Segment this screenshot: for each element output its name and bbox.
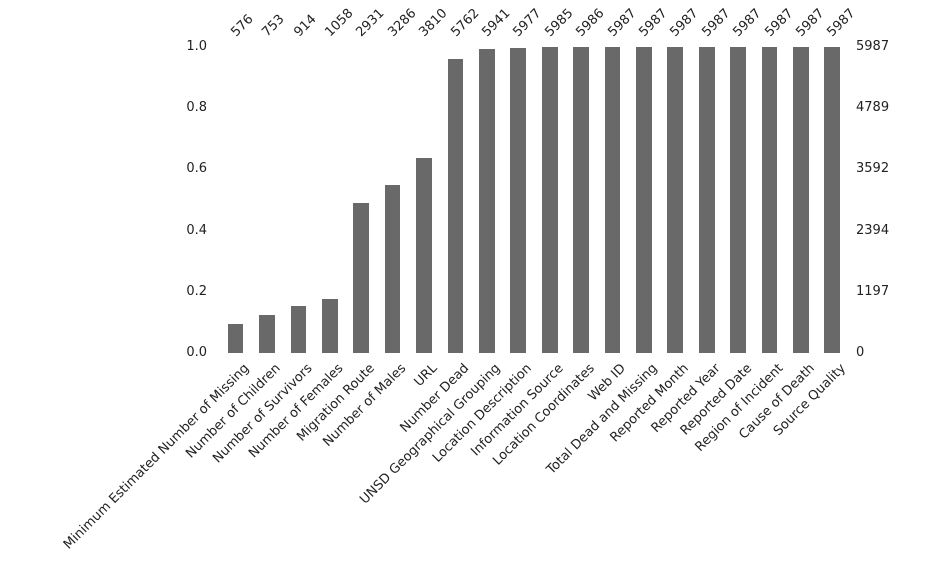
top-count-label: 1058 (322, 5, 357, 40)
bar-unsd-geographical-grouping (479, 49, 495, 353)
y-right-tick-label: 0 (856, 345, 865, 360)
y-left-tick-label: 1.0 (186, 39, 207, 54)
bar-source-quality (824, 47, 841, 353)
bar-number-of-males (384, 185, 401, 353)
y-right-tick-label: 4789 (856, 100, 890, 116)
bar-cause-of-death (793, 47, 809, 353)
top-count-label: 5986 (573, 5, 608, 40)
bar-migration-route (353, 203, 370, 353)
top-count-label: 5987 (667, 5, 702, 40)
top-count-label: 5987 (730, 5, 765, 40)
y-left-tick-label: 0.0 (186, 345, 207, 360)
bar-region-of-incident (761, 47, 778, 353)
bar-web-id (604, 47, 621, 353)
top-count-label: 5941 (479, 5, 514, 40)
top-count-label: 5987 (824, 5, 859, 40)
y-left-tick-label: 0.8 (186, 100, 207, 116)
bar-reported-year (698, 47, 715, 353)
bar-location-description (510, 47, 527, 353)
y-left-tick-label: 0.4 (186, 222, 207, 238)
top-count-label: 5987 (699, 5, 734, 40)
bar-number-dead (447, 58, 464, 353)
top-count-label: 5762 (447, 5, 482, 40)
y-right-tick-label: 1197 (856, 283, 890, 299)
y-right-tick-label: 3592 (856, 161, 890, 177)
top-count-label: 3286 (385, 5, 420, 40)
bar-url (416, 158, 432, 353)
bar-number-of-survivors (290, 306, 307, 353)
bar-total-dead-and-missing (636, 47, 652, 353)
bar-number-of-females (322, 298, 338, 353)
bar-minimum-estimated-number-of-missing (227, 323, 244, 353)
y-right-tick-label: 2394 (856, 222, 890, 238)
top-count-label: 753 (259, 11, 288, 40)
top-count-label: 5977 (510, 5, 545, 40)
top-count-label: 5987 (604, 5, 639, 40)
y-left-tick-label: 0.6 (186, 161, 207, 177)
bar-information-source (541, 47, 558, 353)
bar-reported-month (667, 47, 684, 353)
y-right-tick-label: 5987 (856, 39, 890, 54)
top-count-label: 576 (228, 11, 257, 40)
y-left-tick-label: 0.2 (186, 283, 207, 299)
top-count-label: 5987 (793, 5, 828, 40)
top-count-label: 5985 (542, 5, 577, 40)
top-count-label: 2931 (353, 5, 388, 40)
top-count-label: 5987 (761, 5, 796, 40)
bar-number-of-children (259, 314, 275, 353)
top-count-label: 3810 (416, 5, 451, 40)
top-count-label: 914 (290, 11, 320, 40)
top-count-label: 5987 (636, 5, 671, 40)
bar-reported-date (730, 47, 746, 353)
bar-location-coordinates (573, 47, 589, 353)
